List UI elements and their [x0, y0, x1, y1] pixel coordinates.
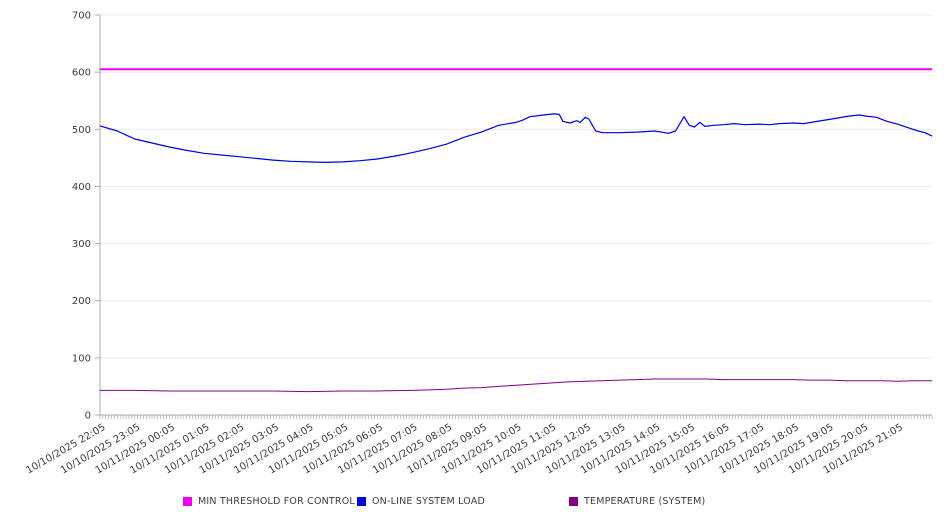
- y-tick-label-600: 600: [72, 68, 91, 79]
- y-tick-label-100: 100: [72, 353, 91, 364]
- chart-legend: MIN THRESHOLD FOR CONTROL ON-LINE SYSTEM…: [0, 496, 946, 512]
- legend-swatch-system-load: [357, 497, 366, 506]
- legend-swatch-min-threshold: [183, 497, 192, 506]
- y-tick-label-700: 700: [72, 11, 91, 22]
- legend-item-min-threshold: MIN THRESHOLD FOR CONTROL: [183, 496, 355, 507]
- legend-label-system-load: ON-LINE SYSTEM LOAD: [372, 496, 485, 507]
- y-tick-label-300: 300: [72, 239, 91, 250]
- legend-swatch-temperature: [569, 497, 578, 506]
- y-tick-label-200: 200: [72, 296, 91, 307]
- legend-item-system-load: ON-LINE SYSTEM LOAD: [357, 496, 485, 507]
- legend-item-temperature: TEMPERATURE (SYSTEM): [569, 496, 705, 507]
- y-tick-label-400: 400: [72, 182, 91, 193]
- y-tick-label-0: 0: [85, 411, 91, 422]
- legend-label-min-threshold: MIN THRESHOLD FOR CONTROL: [198, 496, 355, 507]
- legend-label-temperature: TEMPERATURE (SYSTEM): [584, 496, 706, 507]
- y-tick-label-500: 500: [72, 125, 91, 136]
- series-line-1: [99, 113, 933, 163]
- series-line-2: [100, 378, 932, 393]
